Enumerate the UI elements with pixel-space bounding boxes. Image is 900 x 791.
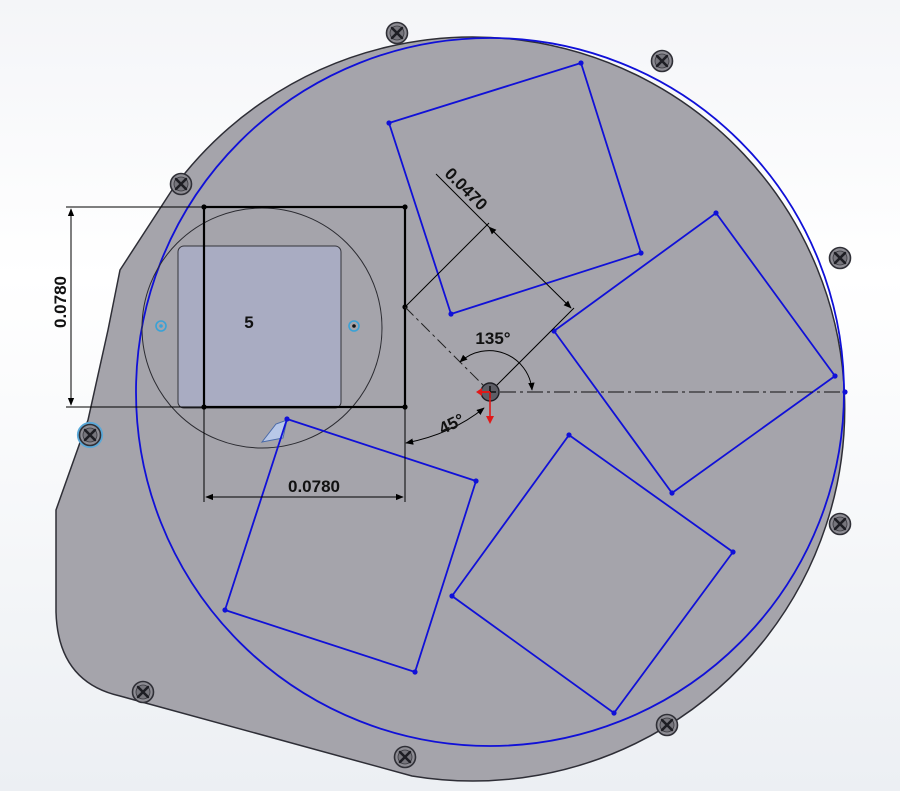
dimension-angle-135-label: 135° <box>475 329 510 348</box>
plate-body[interactable] <box>55 36 846 782</box>
hole-marker-left <box>155 320 167 332</box>
pocket-label: 5 <box>244 313 253 332</box>
phillips-screw-icon-highlighted <box>76 421 104 449</box>
dimension-horizontal-label: 0.0780 <box>288 477 340 496</box>
hole-marker-right <box>348 320 360 332</box>
dimension-angle-135[interactable]: 135° <box>459 329 535 391</box>
pocket-area[interactable] <box>177 245 342 409</box>
blue-square-bottom-left[interactable] <box>222 416 479 675</box>
origin-triad-icon[interactable] <box>476 382 500 424</box>
blue-square-bottom-right[interactable] <box>449 432 736 716</box>
blue-square-right[interactable] <box>551 210 838 496</box>
dimension-vertical-label: 0.0780 <box>51 276 70 328</box>
blue-square-top[interactable] <box>386 60 644 317</box>
dimension-horizontal[interactable]: 0.0780 <box>203 407 406 502</box>
dimension-vertical[interactable]: 0.0780 <box>51 206 204 408</box>
